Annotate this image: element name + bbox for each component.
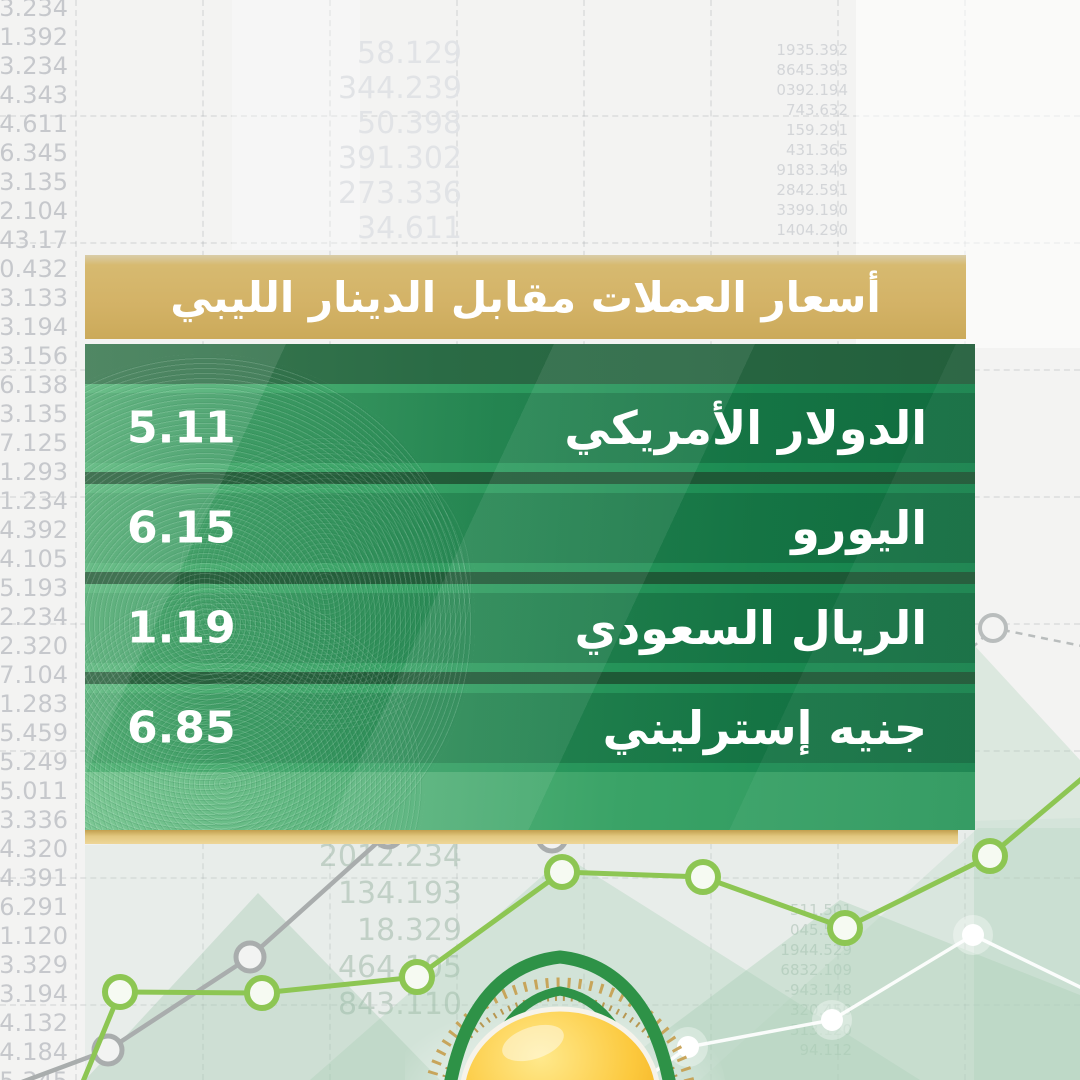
currency-label: اليورو <box>791 501 927 555</box>
bg-number-column-right: 1935.392 8645.393 0392.194 743.632 159.291 43… <box>776 41 848 239</box>
green-point-marker <box>399 959 435 995</box>
green-point-marker <box>972 838 1008 874</box>
table-row: 5.11 الدولار الأمريكي <box>85 384 975 472</box>
rate-value: 1.19 <box>127 602 236 654</box>
bg-number-column-left: 933.234701.392933.234244.343534.611656.3… <box>0 0 68 1080</box>
white-point-marker <box>962 924 984 946</box>
green-point-marker <box>544 854 580 890</box>
golden-dome <box>460 1006 660 1080</box>
table-top-bar <box>85 344 975 384</box>
table-row: 6.85 جنيه إسترليني <box>85 684 975 772</box>
title-banner: أسعار العملات مقابل الدينار الليبي <box>85 255 966 339</box>
calligraphy-emblem-logo <box>405 950 725 1080</box>
green-point-marker <box>685 859 721 895</box>
table-row: 1.19 الريال السعودي <box>85 584 975 672</box>
currency-label: الدولار الأمريكي <box>564 401 927 455</box>
rate-value: 6.15 <box>127 502 236 554</box>
green-point-marker <box>827 910 863 946</box>
green-point-marker <box>244 975 280 1011</box>
gray-point-marker <box>233 940 267 974</box>
currency-label: جنيه إسترليني <box>602 701 927 755</box>
gray-dashed-line <box>971 613 1080 649</box>
rates-table: 5.11 الدولار الأمريكي 6.15 اليورو 1.19 ا… <box>85 344 975 830</box>
row-separator <box>85 472 975 484</box>
currency-label: الريال السعودي <box>574 601 927 655</box>
gold-bottom-bar <box>85 830 958 844</box>
row-separator <box>85 572 975 584</box>
green-calligraphy-arch <box>444 950 676 1080</box>
green-line-chart <box>80 776 1080 1080</box>
rate-value: 6.85 <box>127 702 236 754</box>
white-point-marker <box>821 1009 843 1031</box>
table-footer-pad <box>85 772 975 830</box>
rate-value: 5.11 <box>127 402 236 454</box>
table-row: 6.15 اليورو <box>85 484 975 572</box>
green-point-marker <box>102 974 138 1010</box>
row-separator <box>85 672 975 684</box>
page-title: أسعار العملات مقابل الدينار الليبي <box>170 272 881 322</box>
bg-number-column-mid: 58.129 344.239 50.398 391.302 273.336 34.611 <box>337 36 462 246</box>
dome-highlight <box>502 1024 564 1062</box>
gray-point-marker <box>978 613 1008 643</box>
